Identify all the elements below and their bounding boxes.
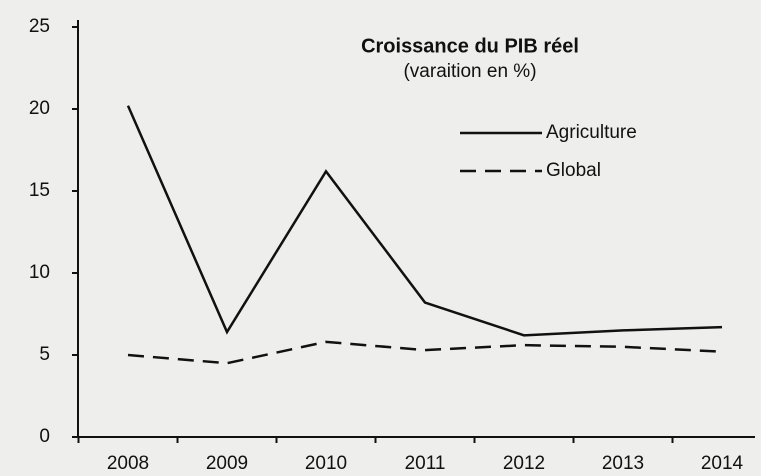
chart-title: Croissance du PIB réel bbox=[361, 35, 579, 57]
legend-label: Agriculture bbox=[546, 122, 637, 143]
y-tick-label: 25 bbox=[29, 16, 50, 37]
x-tick-label: 2010 bbox=[305, 453, 347, 474]
y-tick-label: 15 bbox=[29, 180, 50, 201]
y-tick-label: 10 bbox=[29, 262, 50, 283]
chart-subtitle: (varaition en %) bbox=[403, 61, 536, 82]
y-tick-label: 20 bbox=[29, 98, 50, 119]
x-tick-label: 2014 bbox=[701, 453, 744, 474]
line-series bbox=[126, 105, 723, 337]
x-tick-label: 2009 bbox=[206, 453, 248, 474]
x-tick-label: 2012 bbox=[503, 453, 545, 474]
x-tick-label: 2008 bbox=[107, 453, 149, 474]
x-tick-label: 2013 bbox=[602, 453, 644, 474]
x-tick-label: 2011 bbox=[405, 453, 446, 474]
legend-label: Global bbox=[546, 160, 601, 181]
y-tick-label: 5 bbox=[39, 344, 50, 365]
y-tick-label: 0 bbox=[39, 426, 50, 447]
